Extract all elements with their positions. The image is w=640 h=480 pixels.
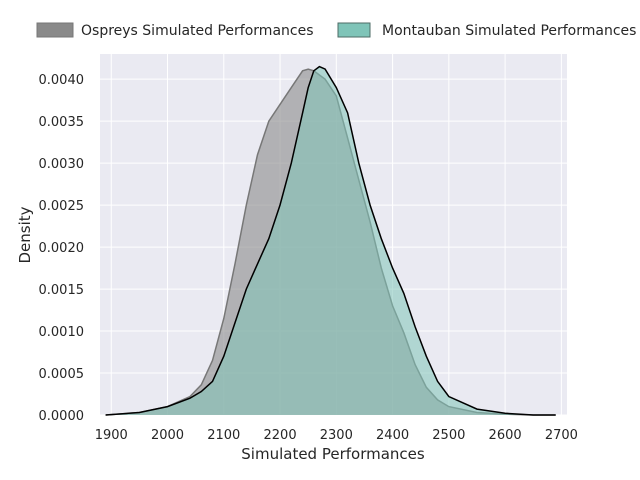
x-axis-label: Simulated Performances: [241, 445, 425, 463]
x-tick-labels: 1900 2000 2100 2200 2300 2400 2500 2600 2700: [95, 428, 578, 443]
y-tick-label: 0.0030: [39, 157, 85, 172]
y-tick-label: 0.0000: [39, 409, 85, 424]
y-tick-labels: 0.0000 0.0005 0.0010 0.0015 0.0020 0.0025 0.00…: [39, 73, 85, 424]
legend-swatch-ospreys: [36, 22, 74, 38]
y-tick-label: 0.0005: [39, 367, 85, 382]
y-tick-label: 0.0010: [39, 325, 85, 340]
x-tick-label: 2200: [264, 428, 297, 443]
x-tick-label: 2500: [432, 428, 465, 443]
density-area-series-1: [105, 66, 556, 415]
y-tick-label: 0.0040: [39, 73, 85, 88]
legend-label-montauban: Montauban Simulated Performances: [382, 23, 636, 39]
x-tick-label: 2400: [376, 428, 409, 443]
legend-label-ospreys: Ospreys Simulated Performances: [81, 23, 314, 39]
x-tick-label: 2100: [207, 428, 240, 443]
x-tick-label: 2700: [545, 428, 578, 443]
y-tick-label: 0.0015: [39, 283, 85, 298]
x-tick-label: 2000: [151, 428, 184, 443]
y-tick-label: 0.0035: [39, 115, 85, 130]
y-axis-label: Density: [16, 206, 34, 263]
density-line-series-1: [105, 65, 556, 416]
y-tick-label: 0.0025: [39, 199, 85, 214]
y-tick-label: 0.0020: [39, 241, 85, 256]
legend-swatch-montauban: [337, 22, 371, 38]
legend: Ospreys Simulated Performances Montauban…: [36, 22, 636, 39]
x-tick-label: 2600: [489, 428, 522, 443]
x-tick-label: 1900: [95, 428, 128, 443]
x-tick-label: 2300: [320, 428, 353, 443]
density-areas: [105, 65, 556, 416]
